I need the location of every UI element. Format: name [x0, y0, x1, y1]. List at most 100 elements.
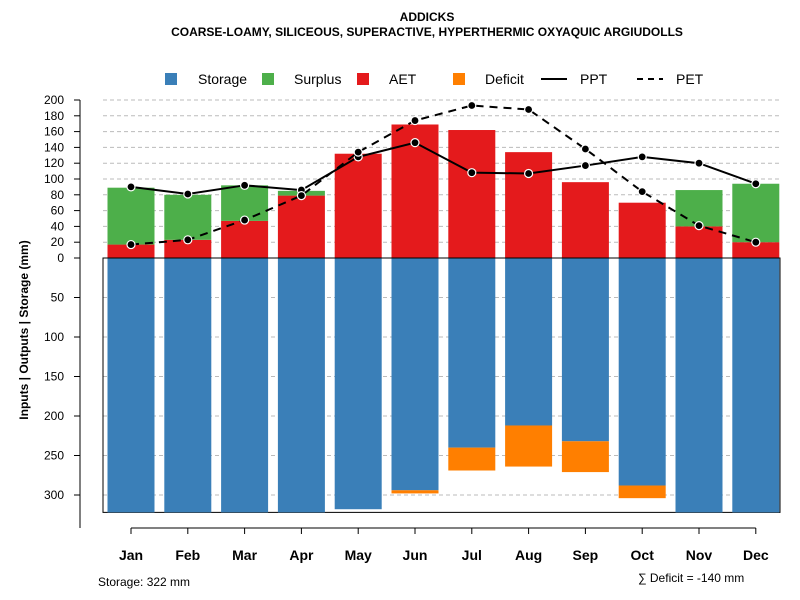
storage-bar — [448, 258, 496, 448]
aet-bar — [107, 244, 155, 258]
storage-bar — [334, 258, 382, 510]
x-tick-label: Sep — [573, 547, 599, 563]
storage-bar — [732, 258, 780, 513]
x-tick-label: Jan — [119, 547, 143, 563]
pet-point — [183, 235, 193, 245]
legend-deficit-label: Deficit — [485, 71, 524, 87]
surplus-bar — [107, 187, 155, 245]
surplus-bar — [221, 185, 269, 221]
legend-aet-swatch — [357, 73, 369, 85]
aet-bar — [618, 202, 666, 258]
ppt-point — [580, 160, 591, 171]
storage-bar — [221, 258, 269, 513]
surplus-bar — [732, 183, 780, 243]
storage-bar — [107, 258, 155, 513]
pet-point — [353, 147, 363, 157]
y-tick-label: 140 — [44, 140, 64, 154]
legend-surplus-swatch — [262, 73, 274, 85]
y-tick-label: 100 — [44, 172, 64, 186]
pet-point — [637, 187, 647, 197]
y-tick-label: 300 — [44, 488, 64, 502]
aet-bar — [732, 242, 780, 258]
aet-bar — [505, 152, 553, 258]
y-tick-label: 60 — [51, 204, 65, 218]
storage-footer: Storage: 322 mm — [98, 575, 190, 589]
ppt-point — [637, 152, 647, 162]
aet-bar — [448, 130, 496, 258]
deficit-bar — [448, 447, 496, 471]
pet-point — [751, 237, 761, 247]
x-tick-label: Mar — [232, 547, 257, 563]
legend-deficit-swatch — [453, 73, 465, 85]
x-tick-label: Jun — [403, 547, 428, 563]
ppt-point — [240, 180, 250, 190]
x-tick-label: Aug — [515, 547, 542, 563]
y-tick-label: 80 — [51, 188, 65, 202]
storage-bar — [391, 258, 439, 491]
y-tick-label: 0 — [57, 251, 64, 265]
chart-subtitle: COARSE-LOAMY, SILICEOUS, SUPERACTIVE, HY… — [171, 25, 683, 39]
deficit-bar — [391, 490, 439, 494]
y-tick-label: 50 — [51, 291, 65, 305]
lines — [126, 100, 761, 250]
chart-title: ADDICKS — [400, 10, 455, 24]
y-tick-label: 40 — [51, 219, 65, 233]
y-tick-label: 200 — [44, 409, 64, 423]
pet-point — [580, 144, 591, 154]
ppt-point — [694, 158, 704, 168]
x-tick-label: Oct — [631, 547, 655, 563]
storage-bar — [561, 258, 609, 442]
y-axis-label: Inputs | Outputs | Storage (mm) — [17, 240, 31, 419]
x-tick-label: Apr — [289, 547, 314, 563]
ppt-point — [183, 189, 193, 199]
x-tick-label: Nov — [686, 547, 713, 563]
aet-bar — [561, 182, 609, 258]
y-tick-label: 180 — [44, 109, 64, 123]
bars — [102, 124, 781, 513]
pet-point — [467, 100, 477, 111]
legend: Storage Surplus AET Deficit PPT PET — [165, 71, 704, 87]
storage-bar — [164, 258, 212, 513]
gridlines — [103, 99, 780, 496]
y-tick-label: 20 — [51, 235, 65, 249]
y-tick-label: 150 — [44, 370, 64, 384]
legend-ppt-label: PPT — [580, 71, 608, 87]
aet-bar — [164, 239, 212, 258]
x-tick-label: Feb — [175, 547, 200, 563]
aet-bar — [221, 220, 269, 258]
deficit-bar — [505, 425, 553, 467]
ppt-point — [467, 168, 477, 178]
legend-surplus-label: Surplus — [294, 71, 341, 87]
y-tick-label: 100 — [44, 330, 64, 344]
x-tick-label: May — [345, 547, 372, 563]
aet-bar — [277, 195, 325, 258]
deficit-footer: ∑ Deficit = -140 mm — [638, 571, 744, 585]
y-tick-label: 250 — [44, 449, 64, 463]
pet-point — [240, 215, 250, 225]
legend-aet-label: AET — [389, 71, 417, 87]
aet-bar — [675, 226, 723, 258]
surplus-bar — [675, 190, 723, 227]
pet-point — [523, 104, 534, 115]
storage-bar — [277, 258, 325, 513]
aet-bar — [334, 153, 382, 258]
ppt-point — [751, 179, 761, 189]
legend-storage-swatch — [165, 73, 177, 85]
pet-point — [694, 221, 704, 231]
ppt-point — [523, 168, 534, 179]
y-tick-label: 160 — [44, 125, 64, 139]
surplus-bar — [164, 194, 212, 240]
pet-point — [410, 115, 420, 126]
deficit-bar — [618, 485, 666, 499]
legend-storage-label: Storage — [198, 71, 247, 87]
ppt-point — [126, 182, 136, 192]
x-tick-label: Dec — [743, 547, 769, 563]
storage-bar — [505, 258, 553, 426]
y-tick-label: 200 — [44, 93, 64, 107]
storage-bar — [618, 258, 666, 486]
storage-bar — [675, 258, 723, 513]
ppt-point — [410, 138, 420, 148]
x-tick-label: Jul — [462, 547, 482, 563]
